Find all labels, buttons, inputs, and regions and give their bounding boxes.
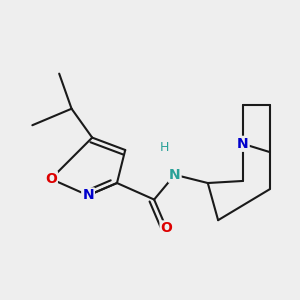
Text: O: O xyxy=(45,172,57,186)
Text: N: N xyxy=(82,188,94,203)
Text: H: H xyxy=(160,141,169,154)
Text: O: O xyxy=(160,221,172,236)
Text: N: N xyxy=(237,137,249,151)
Text: N: N xyxy=(169,168,181,182)
